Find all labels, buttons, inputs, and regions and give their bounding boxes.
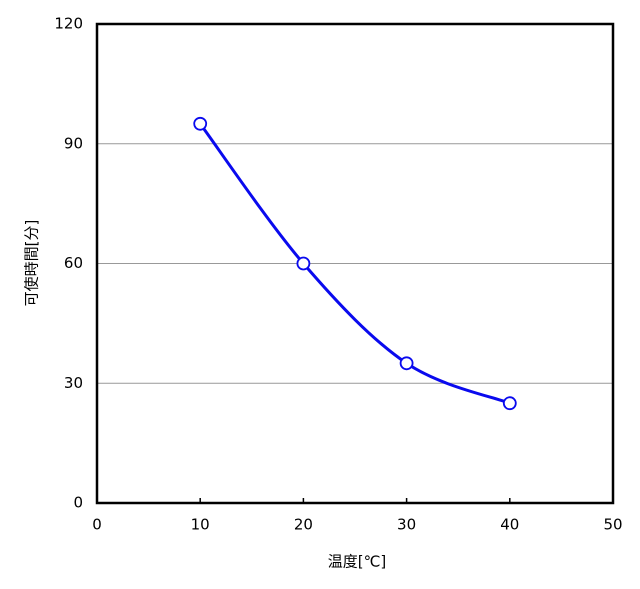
plot-frame: [95, 22, 615, 505]
x-axis-label: 温度[℃]: [328, 553, 387, 571]
x-tick-label: 30: [397, 516, 416, 534]
y-tick-label: 120: [54, 15, 83, 33]
marker: [296, 256, 311, 271]
y-axis-label: 可使時間[分]: [23, 220, 41, 307]
x-tick-label: 40: [500, 516, 519, 534]
x-tick-label: 50: [603, 516, 622, 534]
y-tick-label: 0: [73, 494, 83, 512]
marker: [193, 116, 208, 131]
x-tick-label: 0: [92, 516, 102, 534]
marker: [399, 356, 414, 371]
y-tick-label: 60: [64, 254, 83, 272]
x-tick-label: 10: [191, 516, 210, 534]
y-tick-label: 30: [64, 374, 83, 392]
line: [198, 122, 511, 405]
x-tick-label: 20: [294, 516, 313, 534]
marker: [502, 396, 517, 411]
y-tick-label: 90: [64, 134, 83, 152]
